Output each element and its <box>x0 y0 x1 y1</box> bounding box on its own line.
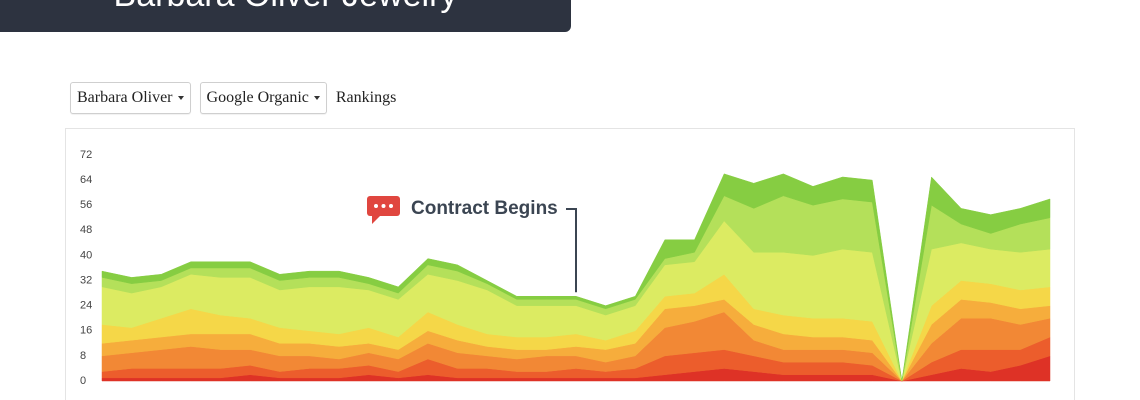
annotation-icon <box>367 196 400 224</box>
y-tick-label: 40 <box>80 249 92 261</box>
y-tick-label: 8 <box>80 350 86 362</box>
y-tick-label: 16 <box>80 325 92 337</box>
y-tick-label: 64 <box>80 174 92 186</box>
controls: Barbara Oliver Google Organic Rankings <box>70 82 396 114</box>
icon-dot <box>381 204 386 208</box>
y-tick-label: 56 <box>80 199 92 211</box>
icon-tail <box>372 215 381 224</box>
client-dropdown[interactable]: Barbara Oliver <box>70 82 191 114</box>
y-tick-label: 32 <box>80 274 92 286</box>
source-dropdown[interactable]: Google Organic <box>199 82 327 114</box>
y-tick-label: 24 <box>80 300 92 312</box>
y-tick-label: 0 <box>80 375 86 387</box>
metric-label: Rankings <box>335 89 397 106</box>
banner-title: Barbara Oliver Jewelry <box>0 0 571 15</box>
chart-panel <box>65 128 1075 400</box>
annotation-leader <box>566 208 577 293</box>
icon-dot <box>374 204 378 208</box>
y-tick-label: 72 <box>80 149 92 161</box>
y-tick-label: 48 <box>80 224 92 236</box>
area-layer <box>101 173 1051 382</box>
annotation-text: Contract Begins <box>411 198 558 219</box>
icon-dot <box>389 204 393 208</box>
banner: Barbara Oliver Jewelry <box>0 0 571 32</box>
